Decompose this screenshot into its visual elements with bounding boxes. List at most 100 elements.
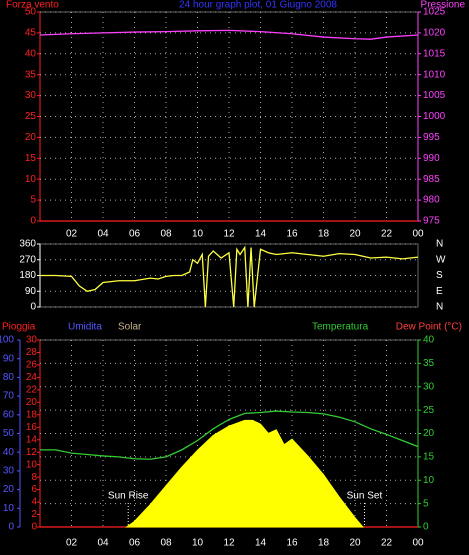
y-tick-label: 1020 <box>423 28 446 39</box>
legend-label: Solar <box>118 322 142 333</box>
y-tick-label: 40 <box>25 48 37 59</box>
y-tick-label: 10 <box>26 459 38 470</box>
y-tick-label: 0 <box>423 522 429 533</box>
y-tick-label: S <box>436 270 443 281</box>
y-tick-label: 40 <box>423 335 435 346</box>
legend-label: Pioggia <box>2 322 36 333</box>
y-tick-label: 100 <box>0 335 14 346</box>
annotation: Sun Rise <box>108 491 149 502</box>
y-tick-label: 90 <box>25 286 37 297</box>
x-tick-label: 18 <box>318 229 330 240</box>
y-tick-label: 18 <box>26 409 38 420</box>
y-tick-label: W <box>436 254 446 265</box>
y-tick-label: 12 <box>26 447 38 458</box>
y-tick-label: 30 <box>3 466 15 477</box>
y-tick-label: 990 <box>423 153 440 164</box>
x-tick-label: 12 <box>223 538 235 549</box>
y-tick-label: 10 <box>25 174 37 185</box>
legend-label: Umidita <box>68 322 102 333</box>
y-tick-label: 1005 <box>423 90 446 101</box>
x-tick-label: 18 <box>318 538 330 549</box>
y-tick-label: 20 <box>3 484 15 495</box>
y-tick-label: 14 <box>26 434 38 445</box>
y-tick-label: 985 <box>423 174 440 185</box>
y-tick-label: 30 <box>26 335 38 346</box>
y-tick-label: 1010 <box>423 69 446 80</box>
y-tick-label: 35 <box>25 69 37 80</box>
legend-label: Temperatura <box>312 322 369 333</box>
x-tick-label: 06 <box>129 538 141 549</box>
x-tick-label: 16 <box>286 538 298 549</box>
y-tick-label: 45 <box>25 28 37 39</box>
y-tick-label: 20 <box>423 428 435 439</box>
y-tick-label: 180 <box>19 270 36 281</box>
plot-frame <box>39 11 419 222</box>
y-tick-label: 50 <box>3 428 15 439</box>
y-tick-label: 5 <box>423 498 429 509</box>
y-tick-label: 24 <box>26 372 38 383</box>
y-tick-label: 6 <box>31 484 37 495</box>
x-tick-label: 02 <box>66 229 78 240</box>
y-tick-label: 4 <box>31 497 37 508</box>
y-tick-label: 360 <box>19 239 36 250</box>
y-tick-label: 0 <box>30 216 36 227</box>
legend-label: Dew Point (°C) <box>396 322 462 333</box>
y-tick-label: 16 <box>26 422 38 433</box>
y-tick-label: 995 <box>423 132 440 143</box>
series-line <box>39 29 419 40</box>
y-tick-label: 22 <box>26 385 38 396</box>
x-tick-label: 20 <box>349 229 361 240</box>
x-tick-label: 02 <box>66 538 78 549</box>
y-tick-label: 28 <box>26 347 38 358</box>
y-tick-label: 1025 <box>423 7 446 18</box>
x-tick-label: 16 <box>286 229 298 240</box>
y-tick-label: 60 <box>3 409 15 420</box>
x-tick-label: 00 <box>412 538 424 549</box>
y-tick-label: 20 <box>26 397 38 408</box>
chart-title: 24 hour graph plot, 01 Giugno 2008 <box>179 0 337 11</box>
y-tick-label: 0 <box>30 302 36 313</box>
y-tick-label: 0 <box>8 522 14 533</box>
y-tick-label: 10 <box>3 503 15 514</box>
y-tick-label: 2 <box>31 509 37 520</box>
y-tick-label: 25 <box>423 405 435 416</box>
legend-label: Pressione <box>421 0 466 11</box>
y-tick-label: 80 <box>3 372 15 383</box>
x-tick-label: 08 <box>160 538 172 549</box>
x-tick-label: 22 <box>381 229 393 240</box>
series-line <box>40 410 419 460</box>
y-tick-label: N <box>436 302 443 313</box>
x-tick-label: 10 <box>192 229 204 240</box>
legend-label: Forza vento <box>6 0 59 11</box>
y-tick-label: 20 <box>25 132 37 143</box>
x-tick-label: 20 <box>349 538 361 549</box>
y-tick-label: 10 <box>423 475 435 486</box>
solar-area <box>125 419 364 528</box>
x-tick-label: 08 <box>160 229 172 240</box>
y-tick-label: 1000 <box>423 111 446 122</box>
y-tick-label: 25 <box>25 111 37 122</box>
y-tick-label: 40 <box>3 447 15 458</box>
x-tick-label: 10 <box>192 538 204 549</box>
y-tick-label: 35 <box>423 358 435 369</box>
y-tick-label: 30 <box>423 381 435 392</box>
y-tick-label: 5 <box>30 195 36 206</box>
x-tick-label: 04 <box>97 229 109 240</box>
x-tick-label: 14 <box>255 229 267 240</box>
y-tick-label: 50 <box>25 7 37 18</box>
y-tick-label: N <box>436 239 443 250</box>
x-tick-label: 22 <box>381 538 393 549</box>
x-tick-label: 06 <box>129 229 141 240</box>
y-tick-label: 1015 <box>423 48 446 59</box>
y-tick-label: 26 <box>26 360 38 371</box>
x-tick-label: 04 <box>97 538 109 549</box>
x-tick-label: 14 <box>255 538 267 549</box>
y-tick-label: 15 <box>25 153 37 164</box>
y-tick-label: 270 <box>19 254 36 265</box>
y-tick-label: 30 <box>25 90 37 101</box>
y-tick-label: 975 <box>423 216 440 227</box>
y-tick-label: 0 <box>31 522 37 533</box>
x-tick-label: 00 <box>412 229 424 240</box>
y-tick-label: 70 <box>3 391 15 402</box>
